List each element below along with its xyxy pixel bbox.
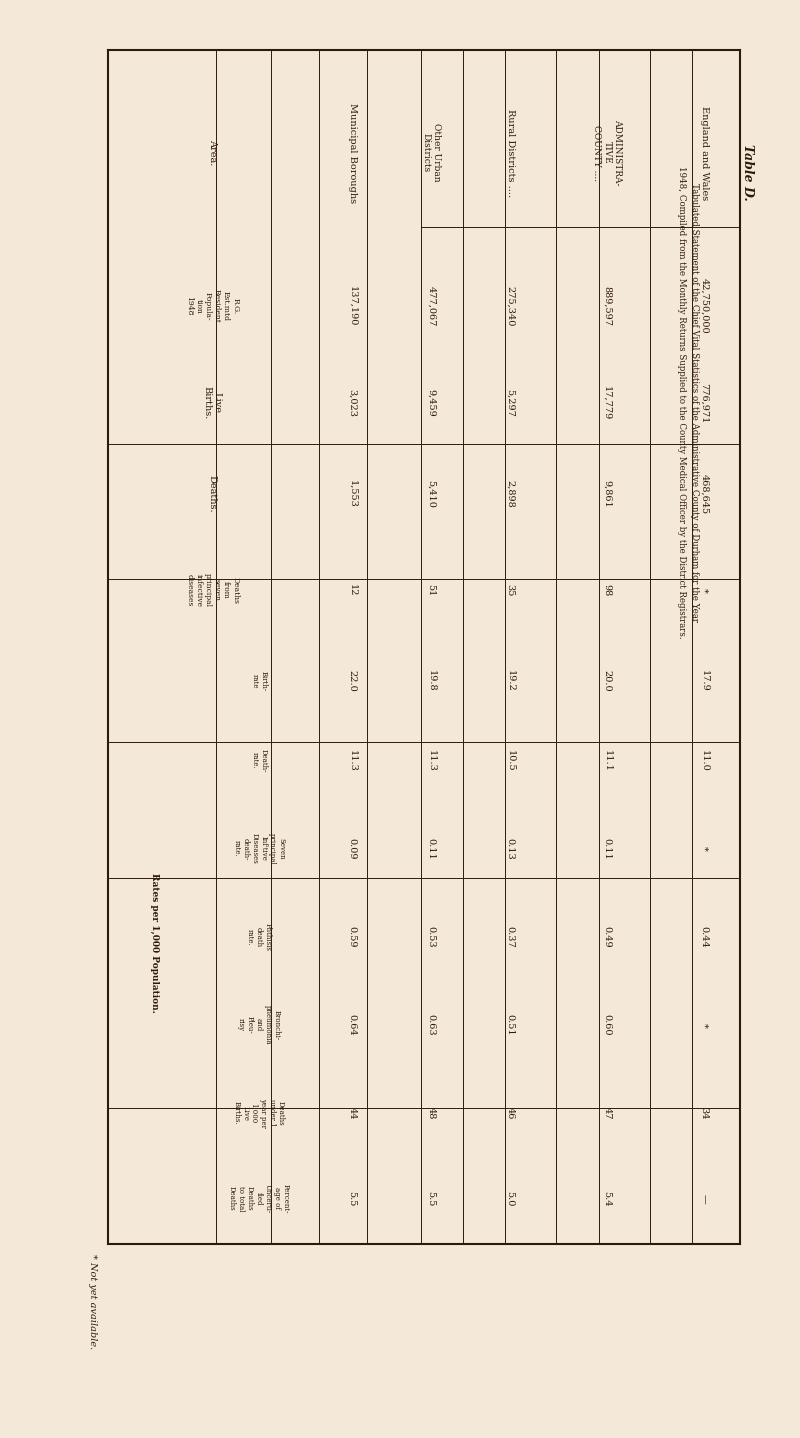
- Text: 5.0: 5.0: [506, 1191, 514, 1206]
- Text: 5.5: 5.5: [348, 1191, 357, 1206]
- Text: 275,340: 275,340: [506, 286, 514, 326]
- Text: 51: 51: [426, 584, 436, 597]
- Text: 11.3: 11.3: [426, 749, 436, 772]
- Text: *: *: [699, 588, 709, 592]
- Text: 10.5: 10.5: [506, 751, 514, 772]
- Text: 0.59: 0.59: [348, 926, 357, 948]
- Text: 0.63: 0.63: [426, 1014, 436, 1035]
- Text: 20.0: 20.0: [602, 670, 612, 692]
- Text: 11.0: 11.0: [699, 749, 709, 772]
- Text: 22.0: 22.0: [348, 670, 357, 692]
- Text: Tabulated Statement of the Chief Vital Statistics of the Administrative County o: Tabulated Statement of the Chief Vital S…: [678, 167, 698, 638]
- Text: 0.37: 0.37: [506, 926, 514, 948]
- Text: 35: 35: [506, 584, 514, 597]
- Text: 0.13: 0.13: [506, 838, 514, 860]
- Text: 44: 44: [348, 1107, 357, 1119]
- Text: —: —: [699, 1194, 709, 1204]
- Text: * Not yet available.: * Not yet available.: [87, 1254, 97, 1349]
- Text: 0.09: 0.09: [348, 838, 357, 860]
- Text: Municipal Boroughs: Municipal Boroughs: [348, 102, 357, 203]
- Text: R.G.
Est.mtd
Resident
Popula-
tion
1948: R.G. Est.mtd Resident Popula- tion 1948: [185, 289, 239, 324]
- Text: England and Wales: England and Wales: [699, 105, 709, 200]
- Text: 468,645: 468,645: [699, 473, 709, 513]
- Text: 9,459: 9,459: [426, 388, 436, 417]
- Text: Percent-
age of
Uncerti-
fied
Deaths
to total
Deaths: Percent- age of Uncerti- fied Deaths to …: [228, 1183, 290, 1214]
- Text: 0.51: 0.51: [506, 1014, 514, 1035]
- Text: *: *: [699, 847, 709, 851]
- Text: 5.5: 5.5: [426, 1191, 436, 1206]
- Text: 17,779: 17,779: [602, 385, 612, 420]
- Text: 0.53: 0.53: [426, 926, 436, 948]
- Text: 48: 48: [426, 1107, 436, 1119]
- Text: 5,410: 5,410: [426, 480, 436, 508]
- Text: 3,023: 3,023: [348, 388, 357, 417]
- Text: Deaths.: Deaths.: [208, 475, 217, 512]
- Text: Phthisis
death
rate.: Phthisis death rate.: [246, 923, 272, 951]
- Text: Deaths
under 1
year per
1,000
Live
Births.: Deaths under 1 year per 1,000 Live Birth…: [233, 1099, 285, 1129]
- Text: 46: 46: [506, 1107, 514, 1119]
- Text: 0.11: 0.11: [602, 838, 612, 860]
- Text: 0.64: 0.64: [348, 1014, 357, 1035]
- Text: Birth-
rate: Birth- rate: [250, 672, 267, 692]
- Text: 9,861: 9,861: [602, 480, 612, 508]
- Text: Live
Births.: Live Births.: [202, 385, 222, 420]
- Text: 5,297: 5,297: [506, 388, 514, 417]
- Text: 0.49: 0.49: [602, 926, 612, 948]
- Text: *: *: [699, 1022, 709, 1028]
- Text: 0.11: 0.11: [426, 838, 436, 860]
- Text: Death-
rate.: Death- rate.: [250, 749, 267, 772]
- Text: 0.60: 0.60: [602, 1014, 612, 1035]
- Text: 1,553: 1,553: [348, 480, 357, 508]
- Text: 19.2: 19.2: [506, 670, 514, 692]
- Text: 98: 98: [602, 584, 612, 597]
- Text: 34: 34: [699, 1107, 709, 1119]
- Text: Table D.: Table D.: [742, 144, 754, 201]
- Text: 889,597: 889,597: [602, 286, 612, 326]
- Text: Rates per 1,000 Population.: Rates per 1,000 Population.: [150, 873, 159, 1012]
- Text: 47: 47: [602, 1107, 612, 1119]
- Text: Rural Districts ....: Rural Districts ....: [506, 109, 514, 197]
- Text: 776,971: 776,971: [699, 383, 709, 423]
- Text: 137,190: 137,190: [348, 286, 357, 326]
- Text: 2,898: 2,898: [506, 480, 514, 508]
- Text: Deaths
from
seven
principal
infective
diseases: Deaths from seven principal infective di…: [185, 574, 239, 607]
- Text: 11.3: 11.3: [348, 749, 357, 772]
- Text: 477,067: 477,067: [426, 286, 436, 326]
- Text: 12: 12: [348, 584, 357, 597]
- Text: 42,750,000: 42,750,000: [699, 279, 709, 334]
- Text: 19.8: 19.8: [426, 670, 436, 692]
- Text: Bronchi-
pneumonia
and
Pleu-
risy: Bronchi- pneumonia and Pleu- risy: [237, 1005, 281, 1045]
- Text: Seven
principal
Inf'tive
Diseases
death-
rate.: Seven principal Inf'tive Diseases death-…: [233, 833, 285, 864]
- Text: 11.1: 11.1: [602, 749, 612, 772]
- Text: 5.4: 5.4: [602, 1191, 612, 1206]
- Text: ADMINISTRA-
TIVE
COUNTY ....: ADMINISTRA- TIVE COUNTY ....: [592, 119, 622, 186]
- Text: Other Urban
Districts: Other Urban Districts: [422, 124, 441, 183]
- Text: 17.9: 17.9: [699, 670, 709, 692]
- Text: 0.44: 0.44: [699, 926, 709, 948]
- Text: Area.: Area.: [208, 139, 217, 165]
